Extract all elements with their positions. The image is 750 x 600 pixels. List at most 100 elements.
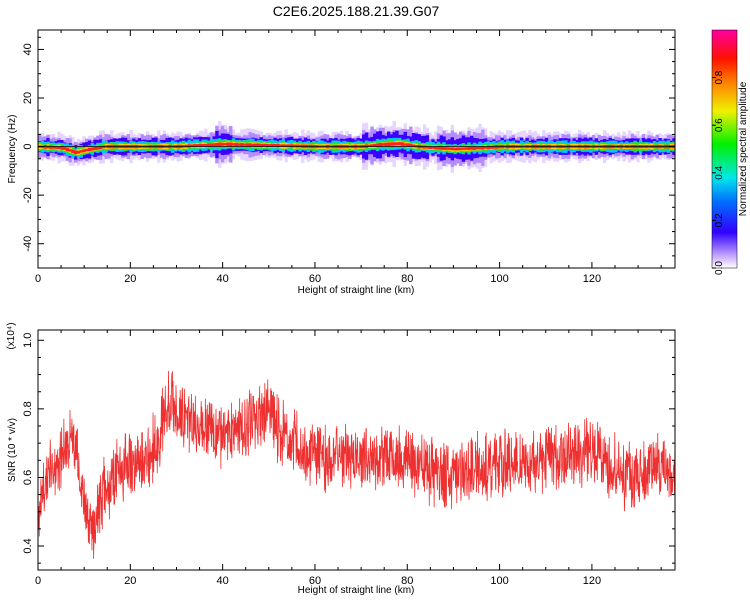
heatmap-cell xyxy=(442,146,446,150)
heatmap-cell xyxy=(489,145,493,149)
heatmap-cell xyxy=(400,142,405,146)
y-tick-label: 1.0 xyxy=(22,333,34,348)
heatmap-cell xyxy=(273,143,277,148)
x-tick-label: 0 xyxy=(35,575,41,587)
x-tick-label: 20 xyxy=(124,575,136,587)
heatmap-cell xyxy=(65,147,70,152)
x-tick-label: 60 xyxy=(309,273,321,285)
heatmap-cell xyxy=(259,143,263,147)
heatmap-cell xyxy=(395,142,399,146)
heatmap-cell xyxy=(74,150,78,155)
heatmap-cell xyxy=(201,143,205,147)
heatmap-cell xyxy=(450,147,455,151)
x-tick-label: 0 xyxy=(35,273,41,285)
colorbar-tick-label: 0.6 xyxy=(714,118,725,132)
heatmap-cell xyxy=(384,142,388,147)
heatmap-cell xyxy=(218,142,222,147)
heatmap-cell xyxy=(453,147,457,151)
heatmap-cell xyxy=(68,149,72,152)
heatmap-cell xyxy=(87,147,92,152)
colorbar-gradient xyxy=(711,29,738,269)
heatmap-cell xyxy=(204,143,208,147)
heatmap-cell xyxy=(445,147,449,150)
heatmap-cell xyxy=(290,144,294,148)
heatmap-cell xyxy=(276,143,280,148)
heatmap-cell xyxy=(223,143,227,146)
x-tick-label: 20 xyxy=(124,273,136,285)
heatmap-cell xyxy=(458,147,463,151)
colorbar-tick-label: 0.0 xyxy=(714,261,725,275)
heatmap-cell xyxy=(62,146,67,150)
heatmap-cell xyxy=(220,142,225,146)
heatmap-cell xyxy=(262,143,266,147)
heatmap-cell xyxy=(90,147,94,151)
heatmap-cell xyxy=(675,145,678,149)
x-tick-label: 40 xyxy=(217,273,229,285)
x-tick-label: 60 xyxy=(309,575,321,587)
heatmap-cell xyxy=(389,142,394,146)
heatmap-cell xyxy=(254,143,258,147)
heatmap-cell xyxy=(79,150,83,153)
y-tick-label: -40 xyxy=(22,236,34,252)
heatmap-cell xyxy=(406,143,410,147)
heatmap-cell xyxy=(439,146,443,150)
heatmap-cell xyxy=(675,136,678,157)
heatmap-cell xyxy=(370,144,374,147)
figure-title: C2E6.2025.188.21.39.G07 xyxy=(273,3,440,19)
y-tick-label: -20 xyxy=(22,187,34,203)
heatmap-cell xyxy=(206,143,211,147)
heatmap-cell xyxy=(675,144,678,148)
heatmap-cell xyxy=(190,144,194,148)
spectrogram-y-ticks: -40 -20 0 20 40 xyxy=(22,36,675,257)
heatmap-cell xyxy=(46,145,50,149)
heatmap-cell xyxy=(71,149,75,154)
heatmap-cell xyxy=(229,142,233,147)
heatmap-cell xyxy=(256,143,261,147)
heatmap-cell xyxy=(398,142,402,146)
heatmap-cell xyxy=(198,143,203,148)
heatmap-cell xyxy=(456,147,460,151)
heatmap-cell xyxy=(187,144,191,148)
heatmap-cell xyxy=(270,143,275,148)
spectrogram-x-ticks: 0 20 40 60 80 100 120 xyxy=(35,30,662,285)
y-tick-label: 20 xyxy=(22,92,34,104)
heatmap-cell xyxy=(411,144,416,148)
heatmap-cell xyxy=(212,143,216,147)
heatmap-cell xyxy=(475,146,479,150)
snr-y-label: SNR (10 * v/v) xyxy=(7,418,18,482)
heatmap-cell xyxy=(392,142,396,146)
snr-series-line xyxy=(38,370,675,559)
heatmap-cell xyxy=(284,144,288,148)
heatmap-cell xyxy=(51,145,56,149)
x-tick-label: 80 xyxy=(401,273,413,285)
heatmap-cell xyxy=(367,144,371,148)
heatmap-cell xyxy=(425,145,430,149)
colorbar-tick-label: 0.8 xyxy=(714,70,725,84)
heatmap-cell xyxy=(375,143,380,147)
heatmap-cell xyxy=(49,145,53,149)
heatmap-cell xyxy=(251,143,255,147)
heatmap-cell xyxy=(93,146,97,150)
heatmap-cell xyxy=(675,139,678,154)
spectrogram-heatmap xyxy=(38,120,678,173)
x-tick-label: 80 xyxy=(401,575,413,587)
heatmap-cell xyxy=(82,149,86,153)
x-tick-label: 100 xyxy=(490,273,508,285)
y-tick-label: 40 xyxy=(22,43,34,55)
heatmap-cell xyxy=(278,144,283,147)
heatmap-cell xyxy=(492,145,496,149)
colorbar-tick-label: 0.2 xyxy=(714,213,725,227)
heatmap-cell xyxy=(675,140,678,152)
heatmap-cell xyxy=(292,144,297,148)
heatmap-cell xyxy=(231,143,236,146)
x-tick-label: 120 xyxy=(583,273,601,285)
heatmap-cell xyxy=(675,144,678,149)
x-tick-label: 40 xyxy=(217,575,229,587)
heatmap-cell xyxy=(478,146,482,150)
heatmap-cell xyxy=(481,146,485,150)
heatmap-cell xyxy=(96,146,100,150)
heatmap-cell xyxy=(234,142,239,147)
heatmap-cell xyxy=(281,144,286,148)
heatmap-cell xyxy=(378,142,383,147)
heatmap-cell xyxy=(245,143,250,147)
